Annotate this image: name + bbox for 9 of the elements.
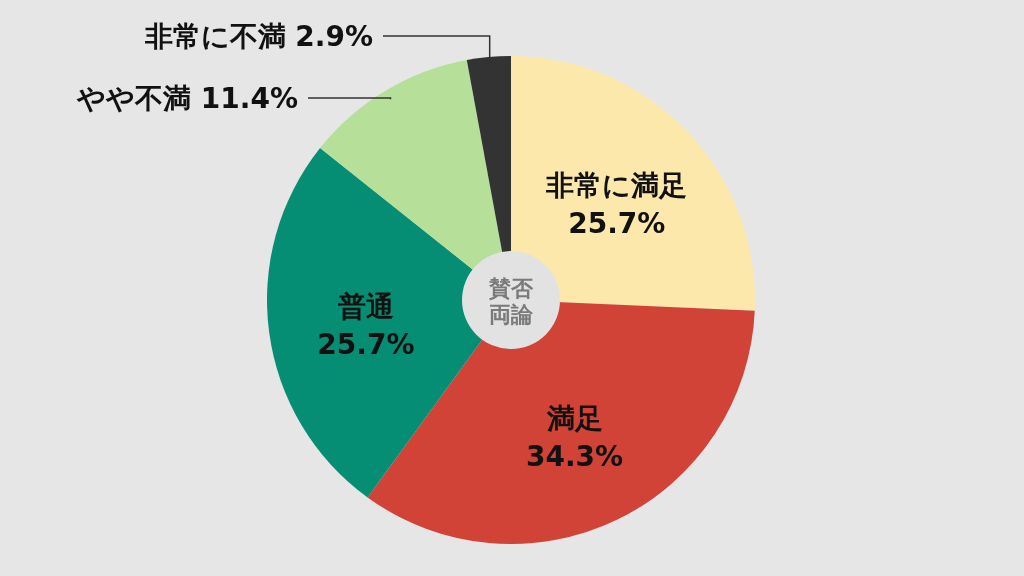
data-label: 25.7% xyxy=(568,206,666,240)
slice-label: 非常に不満 2.9% xyxy=(143,20,373,53)
data-label: 34.3% xyxy=(526,439,624,473)
slice-label: やや不満 11.4% xyxy=(76,82,298,115)
slice-label: 非常に満足 xyxy=(545,168,688,202)
text: 賛否両論 xyxy=(488,276,534,327)
data-label: 25.7% xyxy=(317,327,415,361)
slice-label: 普通 xyxy=(336,289,394,323)
slice-label: 満足 xyxy=(545,401,603,435)
